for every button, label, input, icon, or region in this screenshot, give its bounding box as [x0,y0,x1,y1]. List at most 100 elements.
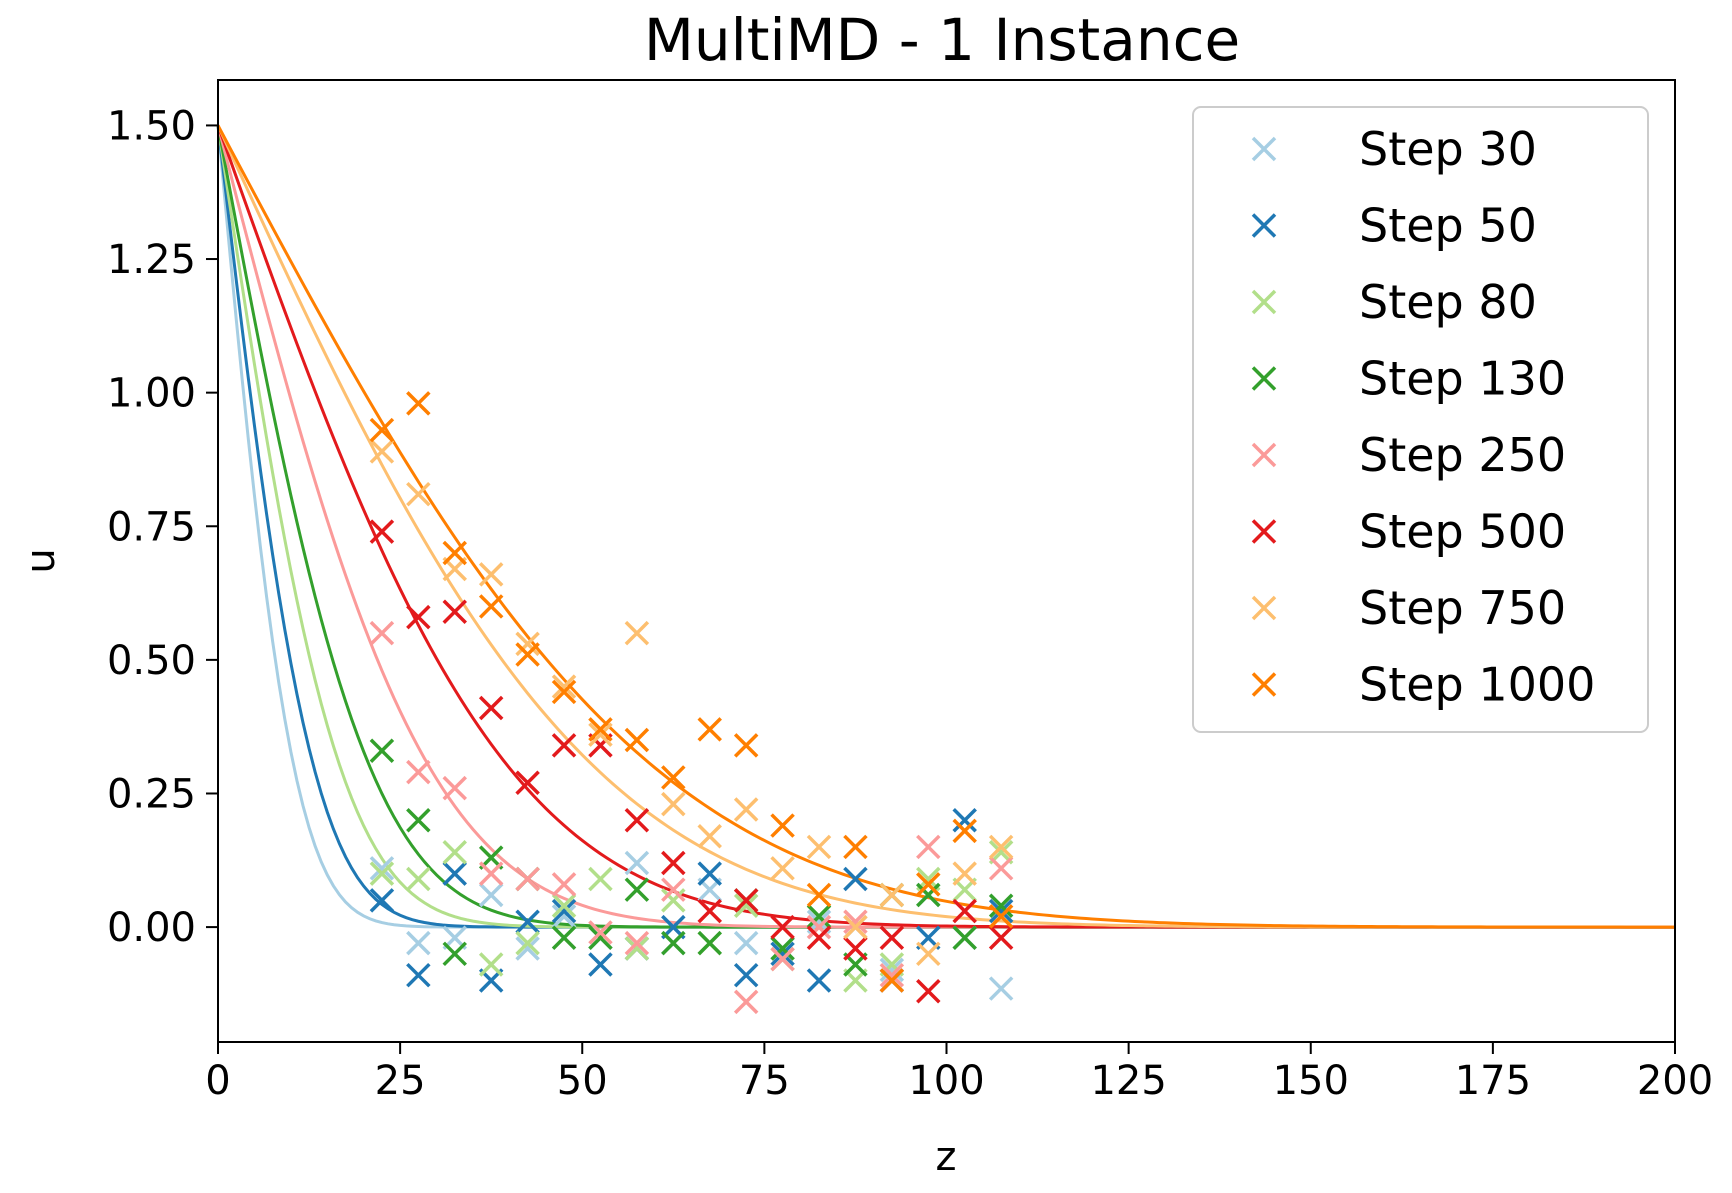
x-tick-label: 150 [1273,1058,1349,1104]
marker-step-80 [551,893,577,918]
marker-step-250 [515,866,540,892]
marker-step-750 [770,856,795,881]
x-axis-ticks: 0 25 50 75 100 125 150 175 200 [205,1042,1713,1104]
marker-step-250 [733,989,759,1015]
legend-marker [1251,289,1277,315]
marker-step-750 [515,631,540,657]
marker-step-500 [442,599,468,625]
marker-step-500 [916,978,941,1004]
marker-step-500 [551,733,577,758]
marker-step-80 [406,866,431,892]
x-tick-label: 0 [205,1058,230,1104]
marker-step-130 [369,738,395,763]
legend-marker [1251,442,1277,468]
marker-step-250 [806,914,832,940]
marker-step-1000 [588,717,613,742]
y-tick-label: 1.50 [107,103,196,149]
legend-item: Step 750 [1251,581,1566,635]
marker-step-750 [697,824,722,849]
marker-step-80 [661,888,686,913]
marker-step-50 [988,898,1014,924]
marker-step-750 [369,439,395,464]
x-tick-label: 100 [908,1058,984,1104]
data-markers [369,391,1014,1015]
marker-step-250 [369,620,395,646]
marker-step-1000 [806,882,832,908]
marker-step-250 [661,877,686,902]
marker-step-1000 [770,813,795,838]
marker-step-30 [406,930,431,956]
marker-step-750 [879,882,905,908]
marker-step-500 [733,888,759,913]
legend-item: Step 30 [1251,122,1537,176]
marker-step-750 [406,481,431,507]
marker-step-50 [843,866,868,892]
marker-step-250 [442,775,468,801]
marker-step-80 [733,893,759,918]
marker-step-130 [442,941,468,967]
marker-step-50 [588,952,613,977]
marker-step-1000 [406,391,431,416]
legend-label: Step 80 [1359,275,1537,329]
y-tick-label: 1.25 [107,237,196,283]
marker-step-500 [697,898,722,924]
marker-step-50 [406,962,431,988]
x-tick-label: 75 [739,1058,790,1104]
legend-marker [1251,595,1277,621]
marker-step-1000 [551,679,577,705]
legend-marker [1251,519,1277,544]
marker-step-1000 [697,717,722,742]
legend-label: Step 30 [1359,122,1537,176]
marker-step-1000 [369,417,395,443]
marker-step-500 [952,898,977,924]
marker-step-50 [733,962,759,988]
legend-item: Step 80 [1251,275,1537,329]
marker-step-250 [988,856,1014,881]
y-tick-label: 1.00 [107,371,196,417]
marker-step-50 [952,807,977,833]
legend-label: Step 500 [1359,505,1566,559]
marker-step-50 [770,941,795,967]
legend-label: Step 750 [1359,581,1566,635]
marker-step-500 [515,770,540,796]
marker-step-130 [806,904,832,929]
legend-item: Step 130 [1251,352,1566,406]
marker-step-130 [551,925,577,951]
marker-step-130 [697,930,722,956]
marker-step-30 [515,936,540,961]
marker-step-1000 [624,727,650,753]
marker-step-80 [515,930,540,956]
marker-step-30 [988,976,1014,1001]
marker-step-130 [770,936,795,961]
legend-item: Step 250 [1251,428,1566,482]
marker-step-1000 [843,834,868,860]
marker-step-750 [624,620,650,646]
legend-marker [1251,366,1277,391]
marker-step-30 [369,856,395,881]
x-tick-label: 200 [1637,1058,1713,1104]
marker-step-30 [733,930,759,956]
marker-step-750 [588,722,613,747]
marker-step-500 [988,925,1014,951]
marker-step-750 [988,834,1014,860]
marker-step-750 [843,914,868,940]
marker-step-1000 [442,540,468,566]
marker-step-250 [843,909,868,934]
marker-step-50 [369,888,395,913]
marker-step-250 [551,872,577,897]
legend-item: Step 1000 [1251,658,1595,712]
legend-label: Step 130 [1359,352,1566,406]
marker-step-80 [588,866,613,892]
legend-marker [1251,672,1277,697]
x-axis-label: z [936,1134,957,1180]
marker-step-1000 [515,642,540,667]
x-tick-label: 175 [1455,1058,1531,1104]
chart-title: MultiMD - 1 Instance [644,6,1240,74]
marker-step-130 [588,925,613,951]
marker-step-1000 [661,765,686,790]
marker-step-30 [478,882,504,908]
marker-step-30 [624,850,650,876]
marker-step-500 [406,604,431,630]
marker-step-80 [624,936,650,961]
marker-step-1000 [879,968,905,993]
